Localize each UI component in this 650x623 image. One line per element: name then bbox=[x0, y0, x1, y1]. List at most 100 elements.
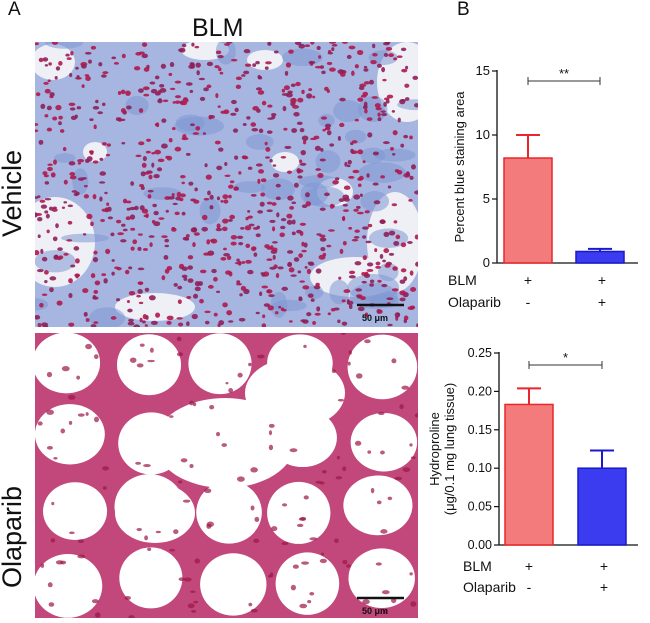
nucleus bbox=[199, 269, 207, 274]
nucleus bbox=[348, 275, 356, 279]
nucleus bbox=[143, 93, 150, 97]
nucleus bbox=[261, 100, 267, 106]
nucleus bbox=[76, 75, 80, 80]
nucleus bbox=[158, 217, 165, 220]
nucleus bbox=[303, 344, 307, 348]
nucleus bbox=[297, 175, 303, 179]
nucleus bbox=[122, 198, 128, 204]
nucleus bbox=[356, 211, 364, 215]
nucleus bbox=[340, 333, 346, 335]
nucleus bbox=[43, 270, 49, 275]
nucleus bbox=[83, 311, 88, 317]
nucleus bbox=[129, 214, 136, 220]
nucleus bbox=[266, 209, 273, 213]
nucleus bbox=[394, 169, 400, 173]
nucleus bbox=[48, 602, 55, 607]
nucleus bbox=[114, 266, 120, 270]
condition-mark: - bbox=[527, 579, 532, 595]
nucleus bbox=[137, 233, 143, 236]
nucleus bbox=[224, 43, 231, 46]
nucleus bbox=[189, 463, 194, 469]
nucleus bbox=[255, 60, 260, 65]
nucleus bbox=[236, 476, 245, 482]
nucleus bbox=[44, 181, 50, 185]
nucleus bbox=[392, 152, 396, 156]
nucleus bbox=[99, 171, 107, 176]
scale-bar-label-olaparib: 50 μm bbox=[362, 606, 388, 616]
nucleus bbox=[231, 99, 237, 105]
nucleus bbox=[60, 428, 66, 434]
nucleus bbox=[387, 496, 393, 501]
nucleus bbox=[301, 135, 309, 141]
nucleus bbox=[106, 143, 111, 147]
nucleus bbox=[367, 132, 373, 138]
nucleus bbox=[147, 194, 152, 199]
nucleus bbox=[209, 239, 215, 242]
panel-b-letter: B bbox=[457, 0, 470, 20]
nucleus bbox=[101, 208, 108, 212]
nucleus bbox=[281, 286, 289, 291]
nucleus bbox=[187, 255, 194, 260]
nucleus bbox=[147, 359, 155, 363]
nucleus bbox=[197, 281, 203, 287]
nucleus bbox=[110, 316, 117, 320]
nucleus bbox=[291, 231, 296, 236]
nucleus bbox=[227, 320, 234, 323]
nucleus bbox=[316, 233, 322, 236]
nucleus bbox=[362, 160, 366, 164]
nucleus bbox=[139, 317, 143, 323]
nucleus bbox=[250, 194, 257, 197]
collagen-patch bbox=[215, 42, 236, 65]
nucleus bbox=[86, 213, 93, 220]
nucleus bbox=[124, 596, 131, 600]
nucleus bbox=[362, 91, 369, 97]
nucleus bbox=[183, 577, 192, 582]
nucleus bbox=[372, 182, 379, 186]
nucleus bbox=[272, 241, 278, 244]
nucleus bbox=[363, 65, 368, 69]
collagen-patch bbox=[358, 162, 406, 183]
y-tick-label: 0.00 bbox=[468, 538, 492, 552]
nucleus bbox=[305, 201, 312, 207]
nucleus bbox=[169, 87, 176, 91]
nucleus bbox=[246, 116, 251, 120]
nucleus bbox=[354, 64, 359, 69]
nucleus bbox=[164, 244, 170, 248]
nucleus bbox=[43, 81, 49, 85]
nucleus bbox=[391, 203, 398, 207]
nucleus bbox=[259, 201, 265, 207]
row-label-olaparib: Olaparib bbox=[0, 485, 27, 588]
nucleus bbox=[151, 162, 155, 168]
nucleus bbox=[41, 322, 49, 327]
nucleus bbox=[208, 115, 212, 120]
nucleus bbox=[76, 106, 82, 110]
nucleus bbox=[185, 152, 191, 156]
nucleus bbox=[381, 283, 388, 288]
significance-marker: * bbox=[563, 350, 568, 365]
nucleus bbox=[206, 84, 212, 89]
nucleus bbox=[63, 252, 69, 256]
nucleus bbox=[399, 290, 406, 296]
nucleus bbox=[341, 216, 346, 221]
nucleus bbox=[138, 88, 144, 93]
nucleus bbox=[214, 65, 220, 69]
nucleus bbox=[203, 87, 209, 92]
nucleus bbox=[42, 171, 48, 176]
nucleus bbox=[326, 244, 332, 248]
nucleus bbox=[187, 278, 194, 283]
nucleus bbox=[77, 554, 86, 559]
nucleus bbox=[285, 62, 292, 68]
nucleus bbox=[283, 127, 288, 131]
y-axis-label-units: (μg/0.1 mg lung tissue) bbox=[442, 383, 457, 516]
nucleus bbox=[375, 265, 381, 269]
nucleus bbox=[77, 177, 85, 181]
nucleus bbox=[37, 268, 44, 273]
nucleus bbox=[75, 258, 80, 264]
nucleus bbox=[344, 161, 348, 167]
nucleus bbox=[215, 227, 223, 232]
nucleus bbox=[250, 505, 255, 511]
nucleus bbox=[366, 262, 374, 267]
nucleus bbox=[362, 105, 368, 110]
nucleus bbox=[297, 270, 302, 274]
nucleus bbox=[255, 311, 260, 315]
